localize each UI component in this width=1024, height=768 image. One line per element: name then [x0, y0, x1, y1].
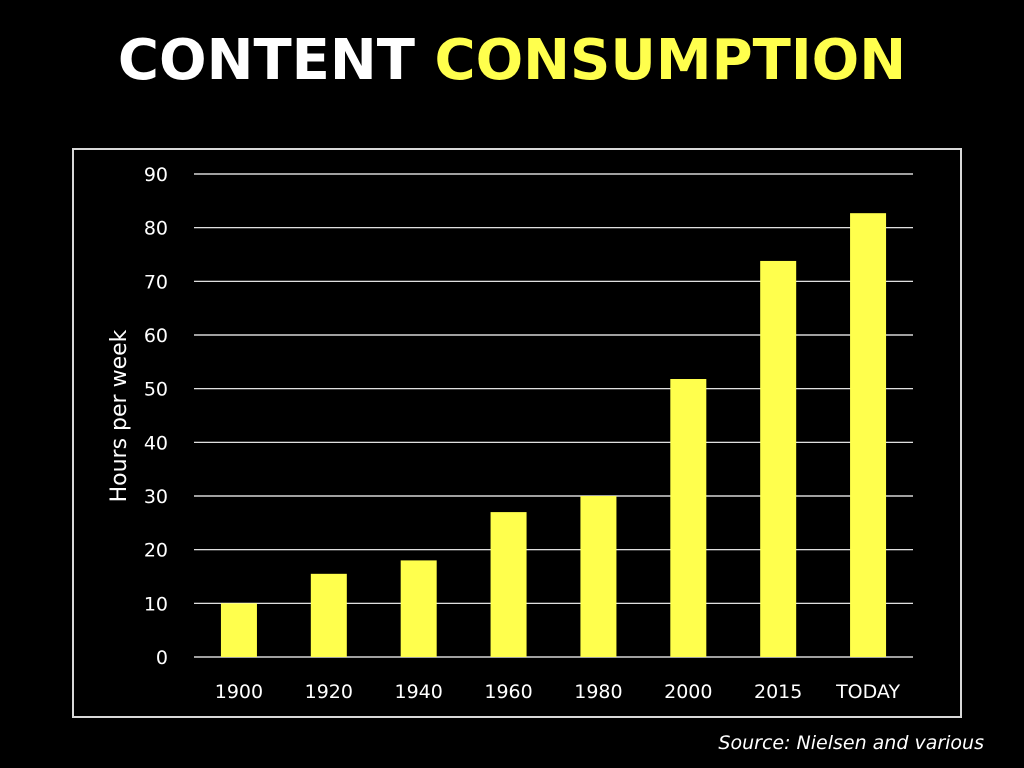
source-note: Source: Nielsen and various — [718, 732, 984, 754]
y-tick-label: 70 — [144, 271, 168, 293]
bar-1980 — [580, 496, 617, 657]
bar-2015 — [760, 260, 797, 657]
y-tick-label: 50 — [144, 379, 168, 401]
y-tick-label: 30 — [144, 486, 168, 508]
gridlines — [194, 173, 913, 658]
x-tick-label: TODAY — [835, 681, 900, 703]
x-tick-label: 1940 — [395, 681, 443, 703]
x-tick-label: 2015 — [754, 681, 802, 703]
title-part-1: CONTENT — [117, 28, 415, 93]
y-tick-label: 90 — [144, 164, 168, 186]
x-axis-ticks: 1900 1920 1940 1960 1980 2000 2015 TODAY — [215, 681, 901, 703]
bar-today — [850, 213, 887, 657]
y-tick-label: 10 — [144, 593, 168, 615]
y-axis-label: Hours per week — [107, 329, 132, 502]
title-part-2: CONSUMPTION — [434, 28, 907, 93]
y-tick-label: 20 — [144, 540, 168, 562]
x-tick-label: 1900 — [215, 681, 263, 703]
y-tick-label: 40 — [144, 432, 168, 454]
slide-title: CONTENT CONSUMPTION — [0, 28, 1024, 93]
x-tick-label: 1960 — [484, 681, 532, 703]
bar-1900 — [220, 603, 257, 657]
y-axis-ticks: 0 10 20 30 40 50 60 70 80 90 — [144, 164, 168, 669]
y-tick-label: 0 — [156, 647, 168, 669]
bars — [220, 213, 887, 657]
y-tick-label: 80 — [144, 218, 168, 240]
chart-frame — [72, 148, 962, 718]
y-tick-label: 60 — [144, 325, 168, 347]
bar-1960 — [490, 512, 527, 657]
bar-2000 — [670, 379, 707, 657]
x-tick-label: 1920 — [305, 681, 353, 703]
bar-1920 — [310, 573, 347, 657]
x-tick-label: 1980 — [574, 681, 622, 703]
bar-1940 — [400, 560, 437, 657]
x-tick-label: 2000 — [664, 681, 712, 703]
